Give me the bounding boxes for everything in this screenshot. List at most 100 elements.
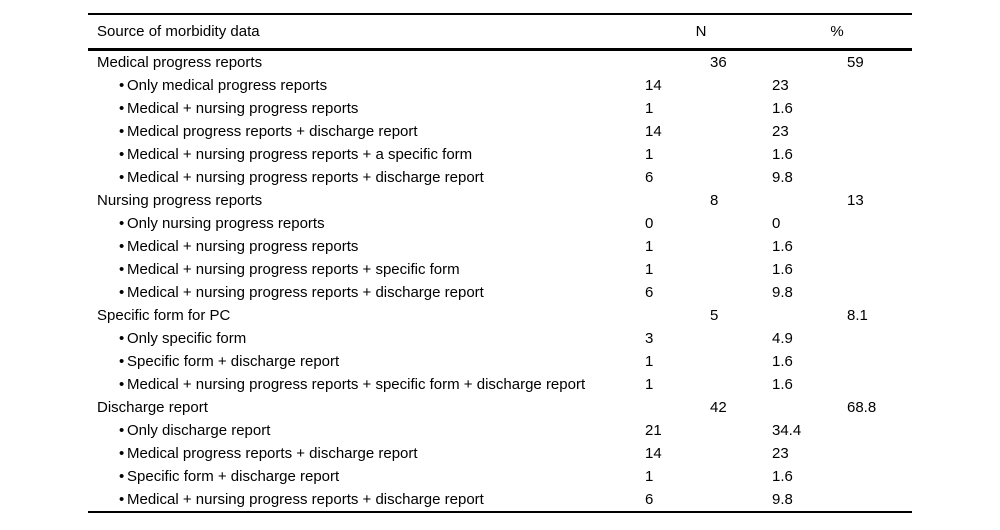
row-label: • Medical progress reports + discharge re…: [88, 442, 640, 465]
sub-row: • Medical + nursing progress reports + di…: [88, 166, 912, 189]
row-label-text: Medical progress reports: [97, 54, 263, 71]
row-label: Specific form for PC: [88, 304, 640, 327]
row-label: • Only nursing progress reports: [88, 212, 640, 235]
empty-cell: [762, 189, 842, 212]
empty-cell: [762, 304, 842, 327]
sub-row: • Medical progress reports + discharge re…: [88, 442, 912, 465]
pct-value: 1.6: [772, 261, 793, 278]
n-value: 42: [710, 399, 727, 416]
n-value: 21: [645, 422, 662, 439]
empty-cell: [762, 50, 842, 75]
group-row: Specific form for PC 5 8.1: [88, 304, 912, 327]
empty-cell: [705, 350, 762, 373]
empty-cell: [842, 465, 912, 488]
n-value: 1: [645, 146, 654, 163]
empty-cell: [705, 166, 762, 189]
n-value: 14: [645, 123, 662, 140]
group-row: Discharge report 42 68.8: [88, 396, 912, 419]
data-table: Source of morbidity data N % Medical pro…: [88, 13, 912, 513]
empty-cell: [842, 258, 912, 281]
row-label: Nursing progress reports: [88, 189, 640, 212]
n-value: 14: [645, 445, 662, 462]
empty-cell: [640, 396, 705, 419]
sub-row: • Medical + nursing progress reports 1 1.6: [88, 235, 912, 258]
pct-value: 4.9: [772, 330, 793, 347]
pct-value: 13: [847, 192, 864, 209]
bullet-icon: •: [119, 468, 125, 485]
row-label: • Specific form + discharge report: [88, 465, 640, 488]
n-value: 8: [710, 192, 719, 209]
bullet-icon: •: [119, 238, 125, 255]
bullet-icon: •: [119, 353, 125, 370]
row-label-text: Only medical progress reports: [127, 77, 328, 94]
n-value: 1: [645, 353, 654, 370]
bullet-icon: •: [119, 330, 125, 347]
row-label: Discharge report: [88, 396, 640, 419]
empty-cell: [705, 327, 762, 350]
sub-row: • Medical + nursing progress reports + di…: [88, 281, 912, 304]
row-label-text: Nursing progress reports: [97, 192, 263, 209]
row-label-text: Specific form + discharge report: [127, 468, 340, 485]
empty-cell: [842, 212, 912, 235]
sub-row: • Only nursing progress reports 0 0: [88, 212, 912, 235]
sub-row: • Only specific form 3 4.9: [88, 327, 912, 350]
header-n: N: [640, 14, 762, 51]
n-value: 5: [710, 307, 719, 324]
n-value: 14: [645, 77, 662, 94]
empty-cell: [842, 143, 912, 166]
bullet-icon: •: [119, 77, 125, 94]
header-source-of-morbidity-data: Source of morbidity data: [88, 14, 640, 51]
pct-value: 59: [847, 54, 864, 71]
bullet-icon: •: [119, 123, 125, 140]
n-value: 36: [710, 54, 727, 71]
empty-cell: [705, 235, 762, 258]
empty-cell: [705, 74, 762, 97]
row-label: • Medical + nursing progress reports + di…: [88, 281, 640, 304]
row-label: • Only discharge report: [88, 419, 640, 442]
bullet-icon: •: [119, 146, 125, 163]
row-label: • Medical + nursing progress reports + di…: [88, 166, 640, 189]
row-label: • Medical + nursing progress reports + a …: [88, 143, 640, 166]
row-label-text: Medical + nursing progress reports + dis…: [127, 284, 484, 301]
sub-row: • Only medical progress reports 14 23: [88, 74, 912, 97]
empty-cell: [705, 281, 762, 304]
empty-cell: [842, 327, 912, 350]
pct-value: 68.8: [847, 399, 877, 416]
sub-row: • Specific form + discharge report 1 1.6: [88, 350, 912, 373]
empty-cell: [842, 488, 912, 512]
row-label-text: Medical + nursing progress reports + spe…: [127, 261, 460, 278]
bullet-icon: •: [119, 376, 125, 393]
n-value: 1: [645, 100, 654, 117]
row-label-text: Medical + nursing progress reports + a s…: [127, 146, 473, 163]
row-label: • Medical + nursing progress reports: [88, 235, 640, 258]
pct-value: 23: [772, 445, 789, 462]
row-label: • Medical + nursing progress reports + sp…: [88, 373, 640, 396]
row-label: • Medical progress reports + discharge re…: [88, 120, 640, 143]
sub-row: • Medical + nursing progress reports + di…: [88, 488, 912, 512]
empty-cell: [705, 419, 762, 442]
empty-cell: [762, 396, 842, 419]
row-label-text: Only nursing progress reports: [127, 215, 325, 232]
row-label: Medical progress reports: [88, 50, 640, 75]
row-label: • Medical + nursing progress reports: [88, 97, 640, 120]
empty-cell: [705, 442, 762, 465]
row-label: • Only medical progress reports: [88, 74, 640, 97]
sub-row: • Medical + nursing progress reports + sp…: [88, 373, 912, 396]
row-label-text: Only specific form: [127, 330, 247, 347]
n-value: 1: [645, 261, 654, 278]
row-label: • Specific form + discharge report: [88, 350, 640, 373]
bullet-icon: •: [119, 100, 125, 117]
n-value: 3: [645, 330, 654, 347]
row-label-text: Discharge report: [97, 399, 208, 416]
row-label-text: Medical + nursing progress reports + dis…: [127, 491, 484, 508]
empty-cell: [705, 465, 762, 488]
empty-cell: [842, 97, 912, 120]
empty-cell: [640, 304, 705, 327]
pct-value: 9.8: [772, 491, 793, 508]
pct-value: 9.8: [772, 284, 793, 301]
sub-row: • Medical progress reports + discharge re…: [88, 120, 912, 143]
empty-cell: [705, 120, 762, 143]
row-label-text: Medical + nursing progress reports: [127, 100, 359, 117]
sub-row: • Specific form + discharge report 1 1.6: [88, 465, 912, 488]
